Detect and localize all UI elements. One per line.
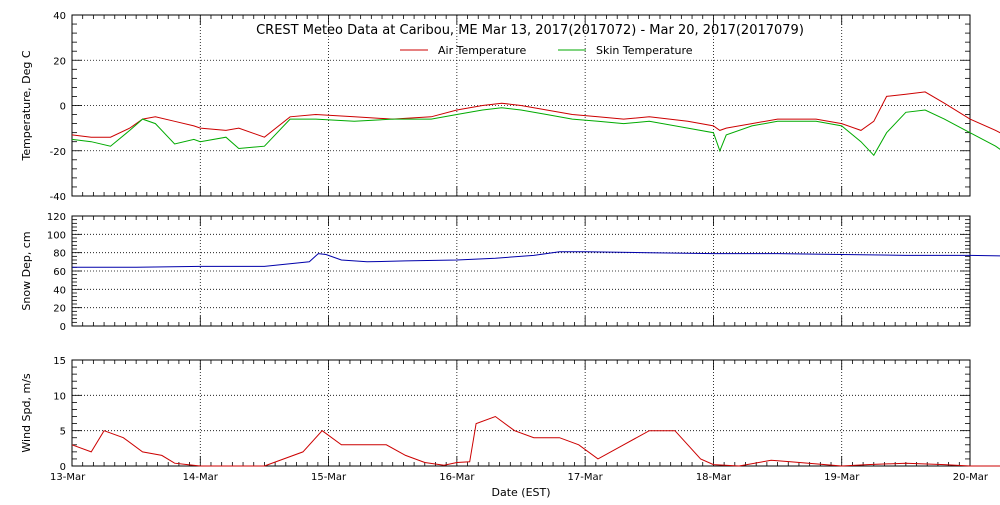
y-tick-label: -40 <box>50 192 66 203</box>
x-tick-label: 18-Mar <box>696 472 732 483</box>
y-tick-label: 5 <box>60 427 66 438</box>
x-axis-label: Date (EST) <box>491 486 550 499</box>
plot-frame <box>71 215 971 327</box>
y-tick-label: 20 <box>53 304 66 315</box>
x-tick-label: 13-Mar <box>50 472 86 483</box>
y-tick-label: 40 <box>53 11 66 22</box>
series-line-air-temperature <box>71 91 1000 138</box>
plot-frame <box>71 359 971 467</box>
legend: Air Temperature Skin Temperature <box>400 44 693 57</box>
x-tick-label: 16-Mar <box>439 472 475 483</box>
x-tick-label: 17-Mar <box>568 472 604 483</box>
panel-1: -40 -20 0 20 40 Temperature, Deg C Air Tempera… <box>20 11 1000 203</box>
x-tick-label: 15-Mar <box>311 472 347 483</box>
legend-label: Skin Temperature <box>596 44 693 57</box>
y-axis-label: Wind Spd, m/s <box>20 373 33 453</box>
x-tick-label: 14-Mar <box>183 472 219 483</box>
y-tick-label: 60 <box>53 267 66 278</box>
y-tick-label: 100 <box>47 230 66 241</box>
plot-frame <box>71 14 971 197</box>
y-tick-label: 0 <box>60 102 66 113</box>
chart-title: CREST Meteo Data at Caribou, ME Mar 13, … <box>256 23 804 38</box>
legend-label: Air Temperature <box>438 44 527 57</box>
y-tick-label: -20 <box>50 147 66 158</box>
y-tick-label: 20 <box>53 56 66 67</box>
x-tick-label: 20-Mar <box>953 472 989 483</box>
series-line-panel2 <box>72 251 1000 268</box>
y-axis-label: Snow Dep, cm <box>20 231 33 310</box>
x-tick-label: 19-Mar <box>824 472 860 483</box>
y-tick-label: 40 <box>53 285 66 296</box>
chart-panels: -40 -20 0 20 40 Temperature, Deg C Air Tempera… <box>20 11 1000 499</box>
y-tick-label: 80 <box>53 249 66 260</box>
panel-3: 0 5 10 15 Wind Spd, m/s 13-Mar 14-Mar 15-Mar 16-… <box>20 356 1000 499</box>
y-tick-label: 120 <box>47 212 66 223</box>
y-tick-label: 10 <box>53 391 66 402</box>
y-tick-label: 0 <box>60 322 66 333</box>
y-tick-label: 0 <box>60 462 66 473</box>
y-tick-label: 15 <box>53 356 66 367</box>
y-axis-label: Temperature, Deg C <box>20 50 33 161</box>
series-line-skin-temperature <box>71 107 1000 157</box>
panel-2: 0 20 40 60 80 100 120 Snow Dep, cm <box>20 212 1000 333</box>
series-line-panel3 <box>71 415 1000 467</box>
